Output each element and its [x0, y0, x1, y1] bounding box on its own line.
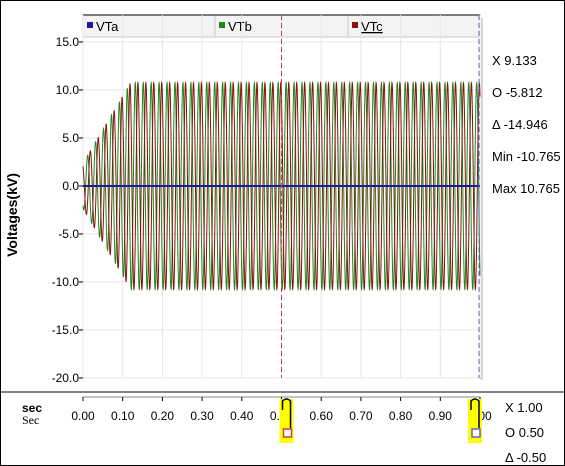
- cursor-x-marker-stem: [470, 398, 480, 428]
- legend-swatch-vta: [87, 22, 93, 28]
- x-tick-label: 0.80: [389, 409, 413, 423]
- time-readout-o: O 0.50: [505, 425, 544, 440]
- y-tick-label: 0.0: [62, 179, 79, 193]
- cursor-readout: X 9.133 O -5.812 Δ -14.946 Min -10.765 M…: [492, 53, 561, 196]
- x-tick-label: 0.00: [71, 409, 95, 423]
- y-tick-label: -20.0: [52, 371, 80, 385]
- y-tick-label: 15.0: [56, 35, 80, 49]
- x-tick-label: 0.40: [230, 409, 254, 423]
- cursor-o-handle-icon[interactable]: [282, 428, 293, 438]
- y-axis: 15.0 10.0 5.0 0.0 -5.0 -10.0 -15.0 -20.0: [52, 35, 83, 385]
- readout-o: O -5.812: [492, 85, 543, 100]
- cursor-o-marker-stem: [281, 398, 292, 428]
- readout-x: X 9.133: [492, 53, 537, 68]
- readout-min: Min -10.765: [492, 149, 561, 164]
- time-unit-label: sec: [22, 401, 42, 415]
- readout-max: Max 10.765: [492, 181, 560, 196]
- y-tick-label: -5.0: [58, 227, 79, 241]
- time-unit-sub-label: Sec: [22, 413, 39, 427]
- legend-label-vtc: VTc: [361, 19, 383, 34]
- x-tick-label: 0.20: [151, 409, 175, 423]
- legend-swatch-vtb: [219, 22, 225, 28]
- y-tick-label: 10.0: [56, 83, 80, 97]
- time-bar: sec Sec 0.000.100.200.300.400.500.600.70…: [22, 396, 546, 465]
- time-readout-delta: Δ -0.50: [505, 450, 546, 465]
- legend-label-vtb: VTb: [228, 19, 252, 34]
- time-readout-x: X 1.00: [505, 400, 543, 415]
- x-tick-label: 0.70: [349, 409, 373, 423]
- legend-label-vta: VTa: [96, 19, 119, 34]
- x-tick-label: 0.90: [429, 409, 453, 423]
- legend: VTa VTb VTc: [82, 14, 481, 38]
- readout-delta: Δ -14.946: [492, 117, 548, 132]
- x-tick-label: 0.60: [310, 409, 334, 423]
- x-tick-label: 0.30: [190, 409, 214, 423]
- x-tick-label: 0.10: [111, 409, 135, 423]
- x-axis: 0.000.100.200.300.400.500.600.700.800.90…: [71, 397, 492, 423]
- y-tick-label: 5.0: [62, 131, 79, 145]
- y-tick-label: -10.0: [52, 275, 80, 289]
- legend-swatch-vtc: [352, 22, 358, 28]
- y-axis-title: Voltages(kV): [4, 173, 20, 257]
- cursor-x-handle-icon[interactable]: [471, 428, 481, 438]
- y-tick-label: -15.0: [52, 323, 80, 337]
